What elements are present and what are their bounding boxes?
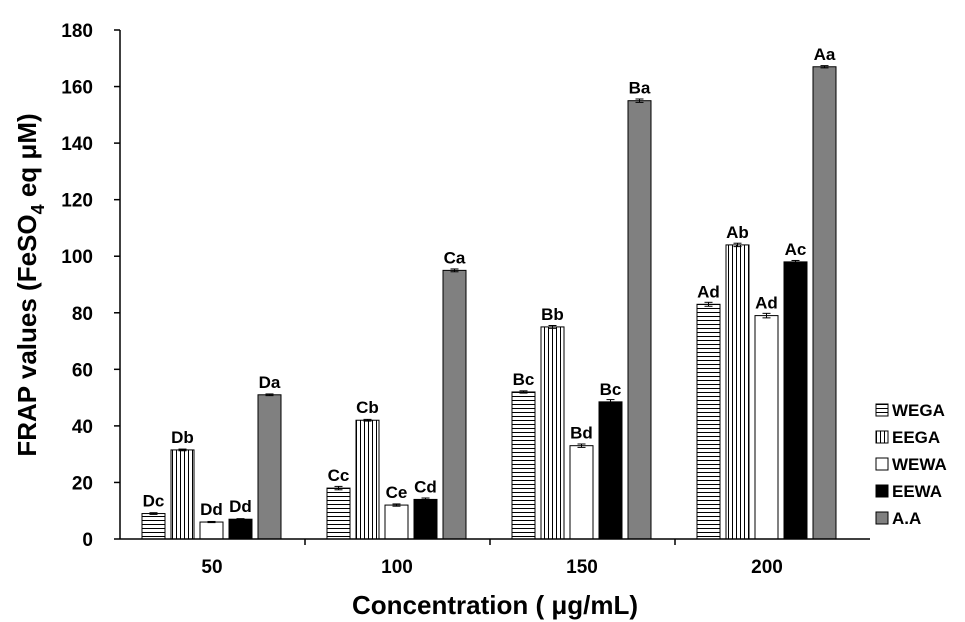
error-bar bbox=[265, 393, 274, 397]
bar-letter-label: Ce bbox=[386, 483, 408, 502]
x-ticks: 50 100 150 200 bbox=[201, 539, 783, 578]
error-bar bbox=[149, 512, 158, 515]
y-tick-label: 160 bbox=[61, 78, 93, 99]
error-bar bbox=[548, 325, 557, 329]
x-axis-title: Concentration ( μg/mL) bbox=[352, 590, 638, 620]
bar-wega-150 bbox=[511, 391, 536, 540]
error-bar bbox=[178, 448, 187, 452]
y-ticks: 0 20 40 60 80 100 120 140 160 180 bbox=[61, 21, 120, 551]
bar-eega-50 bbox=[170, 449, 195, 540]
bar-letter-label: Cd bbox=[414, 477, 437, 496]
x-tick-label: 50 bbox=[201, 557, 222, 578]
bar-eewa-100 bbox=[413, 498, 438, 540]
error-bar bbox=[606, 399, 615, 405]
error-bar bbox=[392, 503, 401, 507]
y-axis-title: FRAP values (FeSO4 eq μM) bbox=[12, 113, 48, 456]
y-tick-label: 100 bbox=[61, 247, 93, 268]
y-tick-label: 140 bbox=[61, 134, 93, 155]
bars bbox=[141, 66, 837, 540]
error-bar bbox=[762, 312, 771, 319]
legend-label: EEGA bbox=[892, 428, 940, 447]
error-bar bbox=[635, 98, 644, 103]
bar-eewa-200 bbox=[783, 261, 808, 540]
bar-letter-label: Ca bbox=[444, 248, 466, 267]
error-bar bbox=[704, 301, 713, 307]
bar-letter-label: Ad bbox=[697, 282, 720, 301]
error-bar bbox=[421, 497, 430, 502]
y-tick-label: 0 bbox=[82, 530, 93, 551]
y-axis-title-subscript: 4 bbox=[28, 204, 48, 214]
legend-swatch bbox=[875, 403, 889, 417]
bar-wewa-50 bbox=[199, 521, 224, 540]
y-tick-label: 40 bbox=[72, 417, 93, 438]
bar-letter-label: Bc bbox=[513, 370, 535, 389]
bar-letter-label: Ad bbox=[755, 294, 778, 313]
bar-letter-label: Ab bbox=[726, 223, 749, 242]
bar-wewa-200 bbox=[754, 315, 779, 540]
legend-swatch bbox=[875, 430, 889, 444]
error-bar bbox=[363, 418, 372, 422]
bar-letter-label: Aa bbox=[814, 45, 836, 64]
legend-label: A.A bbox=[892, 509, 921, 528]
error-bar bbox=[519, 390, 528, 394]
bar-letter-label: Ba bbox=[629, 79, 651, 98]
bar-letter-label: Ac bbox=[785, 240, 807, 259]
bar-letter-label: Db bbox=[171, 428, 194, 447]
bar-eewa-150 bbox=[598, 401, 623, 540]
error-bar bbox=[207, 520, 216, 524]
bar-labels: Dc Cc Bc Ad Db Cb Bb Ab Dd Ce Bd Ad Dd Cd Bc Ac Da Ca Ba Aa bbox=[143, 45, 836, 519]
y-tick-label: 20 bbox=[72, 473, 93, 494]
error-bar bbox=[791, 259, 800, 264]
error-bar bbox=[450, 268, 459, 273]
bar-letter-label: Bd bbox=[570, 424, 593, 443]
x-tick-label: 200 bbox=[751, 557, 783, 578]
bar-letter-label: Da bbox=[259, 373, 281, 392]
legend-item-eega: EEGA bbox=[875, 428, 940, 447]
error-bars bbox=[149, 65, 829, 524]
bar-aa-50 bbox=[257, 394, 282, 540]
bar-wewa-150 bbox=[569, 445, 594, 540]
error-bar bbox=[820, 65, 829, 69]
bar-wewa-100 bbox=[384, 504, 409, 540]
bar-wega-100 bbox=[326, 487, 351, 540]
bar-wega-200 bbox=[696, 303, 721, 540]
error-bar bbox=[334, 485, 343, 491]
legend-label: WEGA bbox=[892, 401, 945, 420]
legend-swatch bbox=[875, 457, 889, 471]
bar-letter-label: Cc bbox=[328, 466, 350, 485]
legend-item-wega: WEGA bbox=[875, 401, 945, 420]
error-bar bbox=[236, 518, 245, 521]
bar-letter-label: Cb bbox=[356, 398, 379, 417]
y-tick-label: 80 bbox=[72, 304, 93, 325]
bar-eega-200 bbox=[725, 244, 750, 540]
legend-label: WEWA bbox=[892, 455, 947, 474]
y-tick-label: 180 bbox=[61, 21, 93, 42]
legend: WEGA EEGA WEWA EEWA A.A bbox=[875, 401, 947, 528]
bar-letter-label: Bb bbox=[541, 305, 564, 324]
legend-swatch bbox=[875, 511, 889, 525]
bar-letter-label: Dc bbox=[143, 492, 165, 511]
error-bar bbox=[733, 242, 742, 248]
y-tick-label: 60 bbox=[72, 360, 93, 381]
bar-eega-100 bbox=[355, 419, 380, 540]
legend-item-aa: A.A bbox=[875, 509, 921, 528]
bar-aa-200 bbox=[812, 66, 837, 540]
bar-aa-150 bbox=[627, 100, 652, 540]
bar-eewa-50 bbox=[228, 518, 253, 540]
bar-letter-label: Dd bbox=[200, 500, 223, 519]
error-bar bbox=[577, 443, 586, 448]
x-tick-label: 150 bbox=[566, 557, 598, 578]
bar-aa-100 bbox=[442, 269, 467, 540]
bar-letter-label: Dd bbox=[229, 497, 252, 516]
bar-letter-label: Bc bbox=[600, 380, 622, 399]
legend-swatch bbox=[875, 484, 889, 498]
bar-wega-50 bbox=[141, 513, 166, 540]
bar-eega-150 bbox=[540, 326, 565, 540]
y-tick-label: 120 bbox=[61, 191, 93, 212]
legend-item-wewa: WEWA bbox=[875, 455, 947, 474]
legend-item-eewa: EEWA bbox=[875, 482, 942, 501]
legend-label: EEWA bbox=[892, 482, 942, 501]
x-tick-label: 100 bbox=[381, 557, 413, 578]
